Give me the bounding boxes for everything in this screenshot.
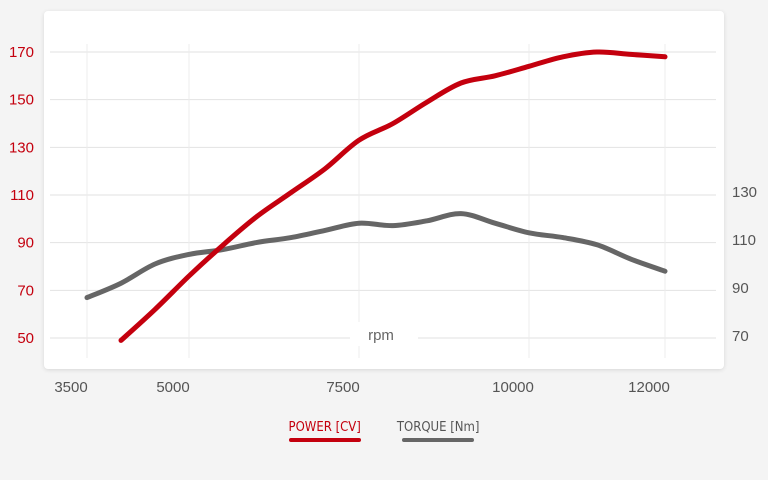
legend: POWER [CV] TORQUE [Nm]: [0, 420, 768, 442]
legend-label-power: POWER [CV]: [288, 420, 361, 435]
series-lines: [84, 49, 668, 343]
x-axis-title: rpm: [368, 327, 394, 344]
right-tick-label: 130: [732, 184, 757, 201]
left-tick-label: 50: [17, 330, 34, 347]
right-tick-label: 70: [732, 328, 749, 345]
legend-item-power[interactable]: POWER [CV]: [289, 420, 361, 442]
axis-labels: 50 70 90 110 130 150 170 3500 5000 7500 10000 12000…: [9, 44, 757, 396]
legend-item-torque[interactable]: TORQUE [Nm]: [396, 420, 480, 442]
left-tick-label: 90: [17, 235, 34, 252]
legend-swatch-torque: [402, 438, 475, 442]
right-tick-label: 90: [732, 280, 749, 297]
legend-label-torque: TORQUE [Nm]: [396, 420, 480, 435]
x-tick-label: 12000: [628, 379, 670, 396]
left-tick-label: 150: [9, 92, 34, 109]
left-tick-label: 110: [10, 187, 34, 204]
left-tick-label: 170: [9, 44, 34, 61]
right-tick-label: 110: [732, 232, 756, 249]
legend-swatch-power: [288, 438, 361, 442]
torque-line: [84, 211, 668, 301]
left-tick-label: 70: [17, 282, 34, 299]
x-tick-label: 7500: [326, 379, 359, 396]
x-tick-label: 3500: [54, 379, 87, 396]
left-tick-label: 130: [9, 139, 34, 156]
grid-lines: [50, 44, 716, 358]
x-tick-label: 10000: [492, 379, 534, 396]
x-axis-title-backdrop: [350, 322, 418, 346]
power-line: [118, 49, 668, 343]
x-tick-label: 5000: [156, 379, 189, 396]
